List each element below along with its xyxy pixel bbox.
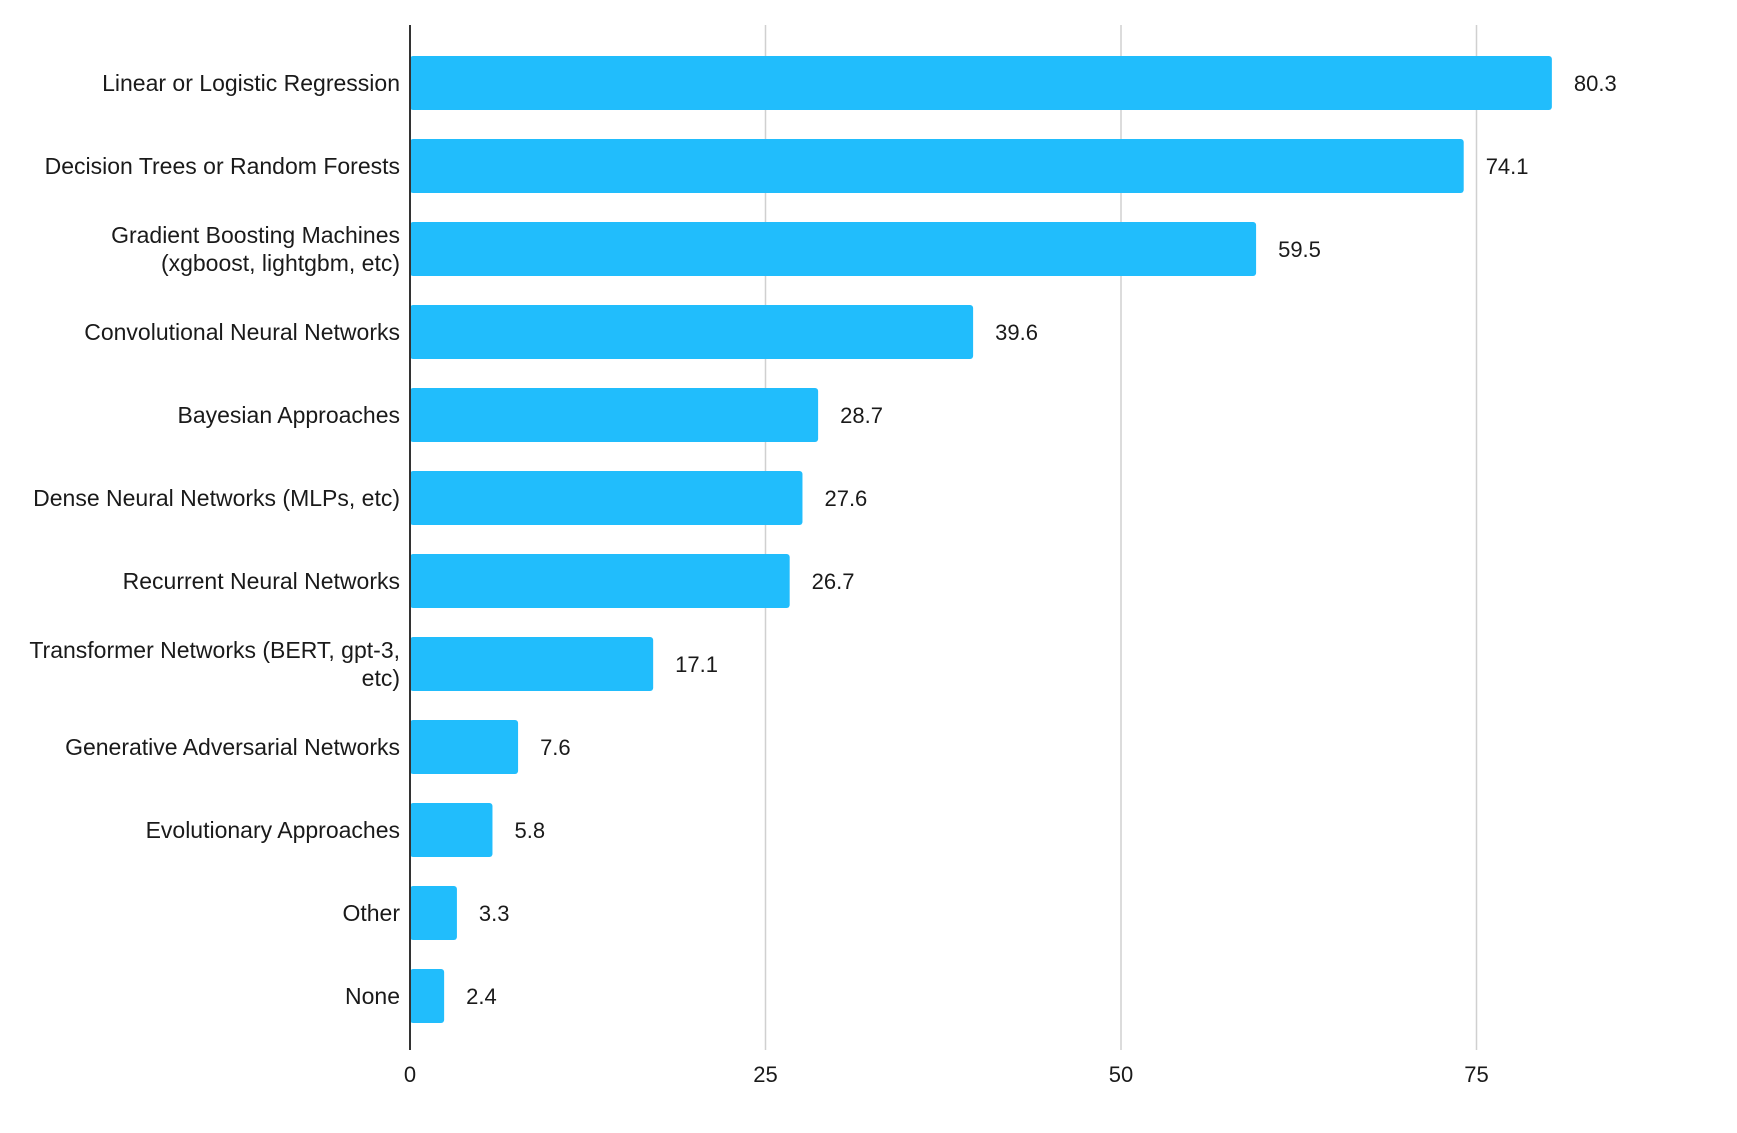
category-label: Gradient Boosting Machines (xgboost, ligh… [111, 222, 400, 276]
category-label: None [345, 983, 400, 1009]
bar [410, 637, 654, 691]
x-tick-label: 0 [404, 1062, 416, 1087]
category-label: Other [342, 900, 400, 926]
category-label: Recurrent Neural Networks [123, 568, 400, 594]
value-label: 2.4 [466, 984, 497, 1009]
x-tick-label: 50 [1109, 1062, 1133, 1087]
category-label: Dense Neural Networks (MLPs, etc) [33, 485, 400, 511]
value-label: 7.6 [540, 735, 571, 760]
value-label: 39.6 [995, 320, 1038, 345]
bar [410, 471, 803, 525]
value-label: 80.3 [1574, 71, 1617, 96]
x-tick-label: 75 [1464, 1062, 1488, 1087]
bar [410, 139, 1464, 193]
value-label: 28.7 [840, 403, 883, 428]
category-label: Transformer Networks (BERT, gpt-3, etc) [29, 637, 400, 691]
category-label: Convolutional Neural Networks [84, 319, 400, 345]
value-label: 27.6 [824, 486, 867, 511]
bar [410, 554, 790, 608]
value-label: 3.3 [479, 901, 510, 926]
value-label: 59.5 [1278, 237, 1321, 262]
grid-layer [764, 25, 1478, 1050]
value-label: 17.1 [675, 652, 718, 677]
bar [410, 56, 1552, 110]
bar [410, 886, 457, 940]
category-label: Bayesian Approaches [178, 402, 401, 428]
labels-layer: 80.3 Linear or Logistic Regression 74.1 Dec… [29, 70, 1616, 1009]
axis-layer: 0 25 50 75 [404, 25, 1489, 1087]
value-label: 26.7 [812, 569, 855, 594]
bar [410, 305, 974, 359]
bar [410, 388, 819, 442]
value-label: 5.8 [514, 818, 545, 843]
bar [410, 222, 1257, 276]
category-label: Evolutionary Approaches [146, 817, 400, 843]
category-label: Decision Trees or Random Forests [45, 153, 400, 179]
bar [410, 803, 493, 857]
bar [410, 720, 519, 774]
value-label: 74.1 [1486, 154, 1529, 179]
category-label: Linear or Logistic Regression [102, 70, 400, 96]
category-label: Generative Adversarial Networks [65, 734, 400, 760]
bar [410, 969, 445, 1023]
x-tick-label: 25 [753, 1062, 777, 1087]
bars-layer [410, 56, 1552, 1023]
